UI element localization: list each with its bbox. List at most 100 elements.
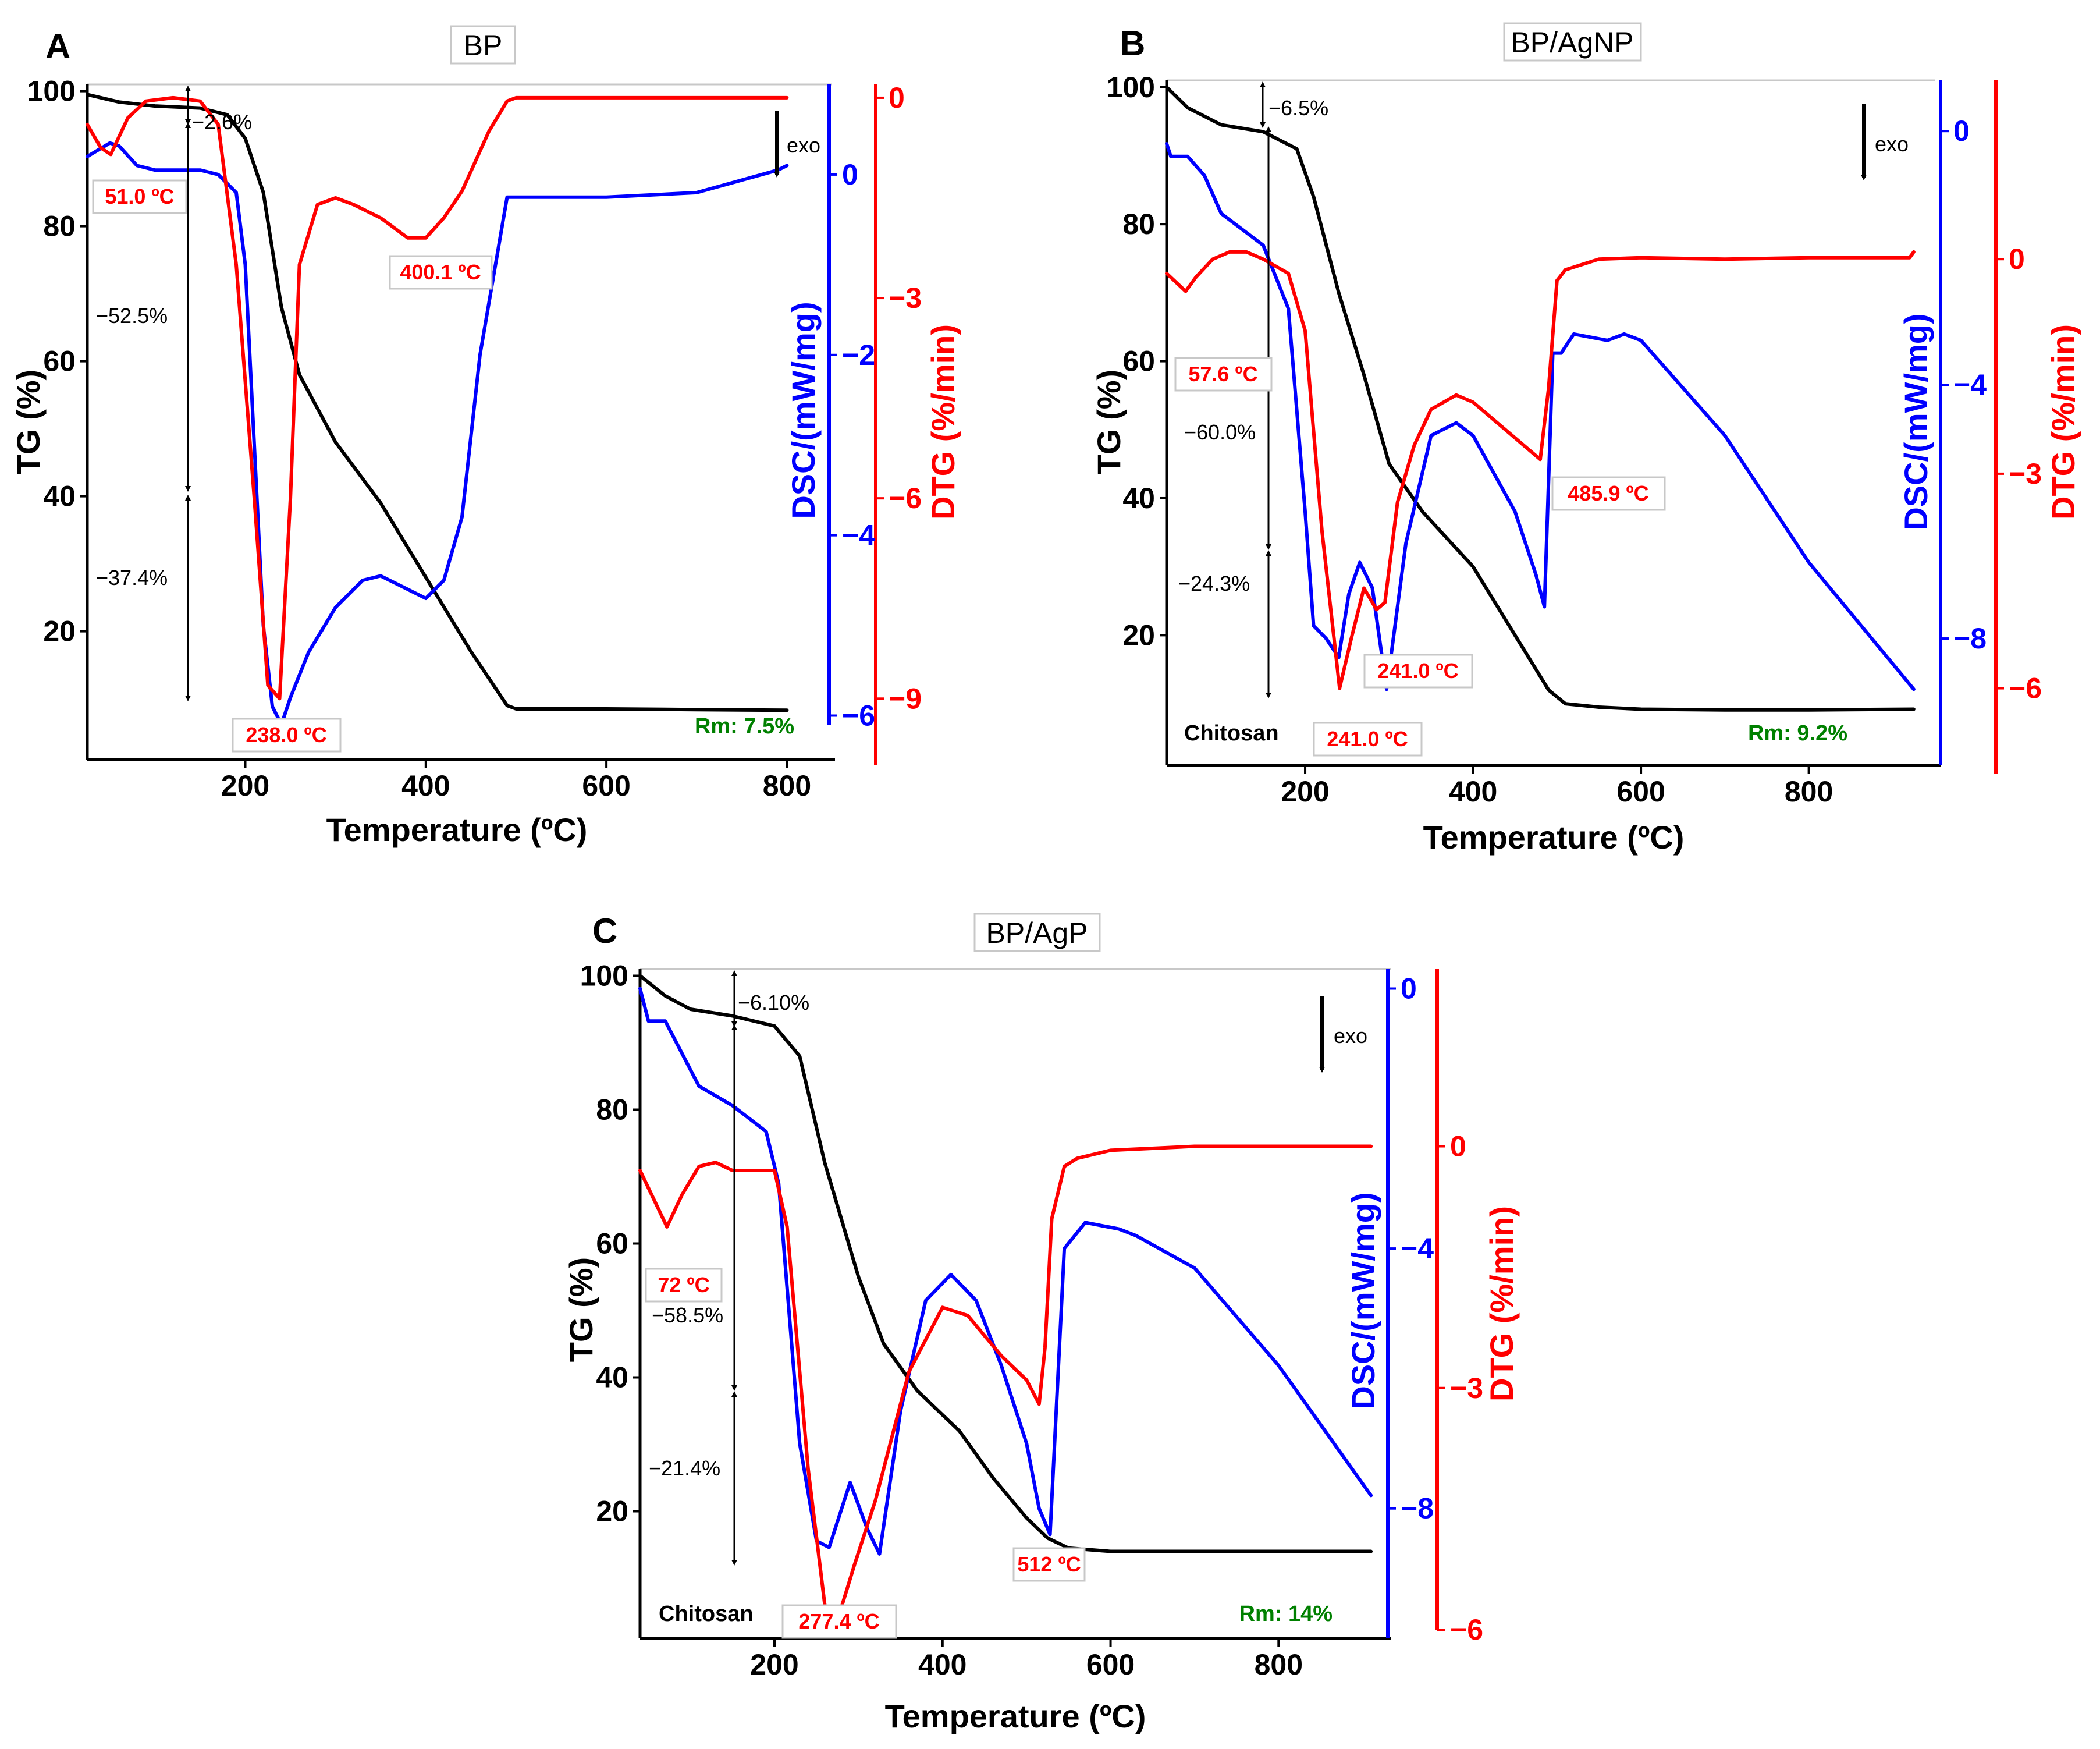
panel-a-tg-tick-label: 60: [43, 345, 76, 378]
panel-b-tg-tick-label: 100: [1107, 71, 1155, 104]
panel-c-tg-tick-label: 80: [596, 1094, 628, 1126]
panel-a-plot: [86, 93, 789, 726]
panel-c-tg-tick-label: 20: [596, 1495, 628, 1528]
panel-a-residue: Rm: 7.5%: [695, 714, 794, 739]
panel-b-plot: [1165, 85, 1916, 712]
panel-c-dtg-tick-label: −3: [1450, 1372, 1483, 1404]
panel-b-x-tick-label: 800: [1785, 775, 1833, 808]
panel-b-dtg-curve: [1165, 250, 1916, 690]
panel-a-peak-2: 400.1 ºC: [400, 260, 481, 284]
panel-a-tg-tick-label: 40: [43, 480, 76, 513]
panel-c-exo-label: exo: [1334, 1024, 1367, 1048]
panel-c-step-3: −21.4%: [649, 1456, 720, 1480]
panel-b-peak-3: 241.0 ºC: [1377, 659, 1458, 683]
panel-c-letter: C: [592, 911, 617, 950]
panel-a-exo-label: exo: [787, 133, 820, 157]
panel-c-x-title: Temperature (ºC): [885, 1698, 1146, 1734]
panel-a-dsc-tick-label: −2: [842, 339, 875, 371]
panel-a-x-tick-label: 400: [401, 769, 450, 802]
panel-c-sample: Chitosan: [659, 1602, 754, 1626]
panel-b-title-box: [1503, 22, 1642, 62]
panel-b-peak-box-4: [1313, 722, 1423, 757]
panel-b: B BP/AgNP 200 400 600 800 20 40 60 80 100 0 −4 −8…: [1090, 22, 2081, 856]
panel-c-dsc-tick-label: 0: [1401, 972, 1417, 1005]
panel-b-tg-tick-label: 60: [1122, 345, 1155, 378]
panel-b-peak-1: 57.6 ºC: [1188, 362, 1257, 386]
panel-a-peak-box-2: [389, 255, 493, 290]
panel-c-dtg-title: DTG (%/min): [1483, 1206, 1520, 1402]
panel-a-dsc-tick-label: 0: [842, 158, 858, 191]
panel-c-step-1: −6.10%: [738, 991, 809, 1014]
panel-b-residue: Rm: 9.2%: [1748, 721, 1847, 746]
panel-b-dtg-tick-label: 0: [2009, 243, 2025, 275]
panel-c-dsc-curve: [638, 987, 1373, 1556]
panel-b-dsc-ticks: 0 −4 −8: [1941, 115, 1987, 655]
panel-b-tg-ticks: 20 40 60 80 100: [1107, 71, 1167, 651]
panel-b-x-ticks: 200 400 600 800: [1281, 765, 1833, 808]
panel-c-dsc-title: DSC/(mW/mg): [1345, 1192, 1381, 1409]
panel-b-peak-box-2: [1551, 476, 1666, 511]
panel-a-tg-tick-label: 20: [43, 615, 76, 648]
panel-c-dsc-tick-label: −4: [1401, 1232, 1434, 1265]
panel-a-dsc-curve: [86, 141, 789, 726]
panel-b-dsc-curve: [1165, 142, 1916, 691]
panel-a-x-tick-label: 800: [763, 769, 811, 802]
panel-a-title-box: [450, 25, 516, 65]
panel-a-dtg-tick-label: −9: [889, 682, 922, 715]
panel-c-dtg-ticks: 0 −3 −6: [1437, 1130, 1483, 1646]
panel-a-dsc-tick-label: −4: [842, 519, 875, 552]
panel-c-dsc-tick-label: −8: [1401, 1492, 1434, 1525]
panel-b-dsc-tick-label: −4: [1953, 368, 1987, 401]
panel-c-x-tick-label: 200: [750, 1648, 798, 1681]
panel-a-dtg-tick-label: 0: [889, 81, 905, 114]
panel-a-letter: A: [45, 27, 70, 66]
panel-b-x-tick-label: 600: [1616, 775, 1665, 808]
panel-b-tg-curve: [1165, 85, 1916, 712]
panel-c-peak-box-1: [645, 1268, 723, 1303]
panel-a-x-ticks: 200 400 600 800: [221, 760, 811, 802]
panel-c-tg-title: TG (%): [563, 1257, 599, 1362]
panel-b-sample: Chitosan: [1184, 721, 1279, 746]
panel-c-x-tick-label: 600: [1086, 1648, 1135, 1681]
panel-b-exo-label: exo: [1875, 132, 1909, 156]
panel-b-dsc-title: DSC/(mW/mg): [1898, 313, 1934, 530]
panel-b-peak-box-1: [1174, 357, 1273, 392]
panel-b-dsc-tick-label: −8: [1953, 622, 1987, 655]
panel-a-tg-tick-label: 80: [43, 210, 76, 243]
panel-a-step-2: −52.5%: [96, 304, 168, 328]
panel-c-tg-tick-label: 60: [596, 1228, 628, 1260]
panel-b-tg-tick-label: 20: [1122, 619, 1155, 651]
panel-c-dtg-tick-label: 0: [1450, 1130, 1466, 1163]
panel-c-dtg-tick-label: −6: [1450, 1613, 1483, 1646]
panel-c-residue: Rm: 14%: [1239, 1602, 1333, 1626]
panel-a-peak-3: 238.0 ºC: [246, 723, 326, 747]
panel-a-tg-ticks: 20 40 60 80 100: [27, 75, 87, 648]
panel-a-peak-1: 51.0 ºC: [105, 185, 174, 208]
panel-b-x-title: Temperature (ºC): [1423, 819, 1685, 856]
panel-b-tg-tick-label: 80: [1122, 208, 1155, 240]
panel-c-dsc-ticks: 0 −4 −8: [1388, 972, 1434, 1525]
panel-a-tg-curve: [86, 93, 789, 712]
panel-c-title-box: [973, 913, 1101, 952]
panel-a-x-tick-label: 600: [582, 769, 630, 802]
panel-a-step-1: −2.6%: [192, 110, 252, 134]
panel-a-tg-title: TG (%): [10, 370, 47, 474]
panel-a-dtg-title: DTG (%/min): [925, 324, 961, 520]
panel-c-x-tick-label: 800: [1255, 1648, 1303, 1681]
panel-c-plot: [638, 974, 1373, 1616]
panel-b-step-1: −6.5%: [1268, 96, 1328, 120]
panel-a-dsc-title: DSC/(mW/mg): [785, 301, 822, 519]
panel-b-peak-box-3: [1363, 654, 1473, 689]
panel-a-x-tick-label: 200: [221, 769, 269, 802]
panel-c-peak-2: 512 ºC: [1017, 1552, 1081, 1576]
panel-a-x-title: Temperature (ºC): [326, 811, 588, 848]
panel-a-dsc-tick-label: −6: [842, 700, 875, 732]
panel-a-dtg-curve: [86, 95, 789, 701]
panel-c-tg-tick-label: 100: [580, 960, 628, 992]
panel-b-tg-tick-label: 40: [1122, 482, 1155, 515]
panel-b-x-tick-label: 400: [1449, 775, 1497, 808]
panel-a-peak-box-1: [92, 179, 187, 214]
panel-b-dsc-tick-label: 0: [1953, 115, 1970, 147]
